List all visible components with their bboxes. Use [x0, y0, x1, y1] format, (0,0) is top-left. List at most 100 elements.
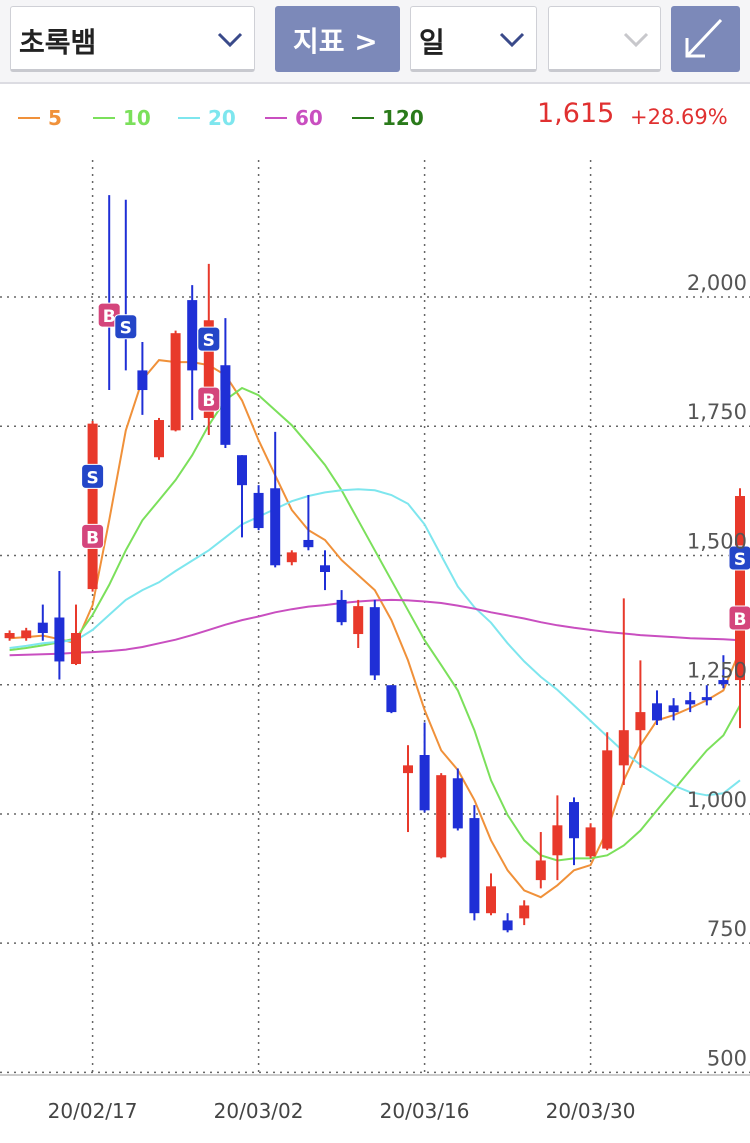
legend-label: 10: [123, 106, 151, 130]
signal-badge: [728, 545, 750, 571]
signal-label: S: [203, 331, 215, 351]
period-label: 일: [419, 26, 445, 59]
candle-body: [4, 633, 15, 639]
ma-line: [9, 359, 741, 899]
candle-body: [187, 300, 198, 371]
candle-body: [220, 365, 231, 445]
signal-marker: B: [728, 605, 750, 631]
candle-body: [71, 633, 81, 665]
candle-body: [635, 712, 646, 731]
candle-body: [436, 775, 447, 858]
ma-line: [9, 386, 741, 862]
chevron: [499, 32, 525, 48]
candle-body: [303, 539, 314, 548]
signal-marker: B: [197, 386, 221, 412]
candle-body: [652, 703, 662, 721]
ma-line: [9, 488, 741, 797]
empty-dropdown[interactable]: [548, 6, 661, 72]
signal-badge: [197, 386, 221, 412]
candle-body: [486, 886, 496, 914]
candle-body: [369, 607, 380, 676]
y-tick-label: 1,250: [687, 659, 747, 683]
candle-body: [137, 370, 148, 391]
y-tick-label: 1,750: [687, 400, 747, 424]
y-tick-label: 750: [707, 917, 747, 941]
candle-body: [502, 920, 513, 931]
signal-badge: [728, 605, 750, 631]
y-tick-label: 2,000: [687, 271, 747, 295]
x-tick-label: 20/03/16: [380, 1099, 470, 1123]
candle-body: [320, 565, 330, 573]
candle-body: [452, 778, 463, 829]
candle-body: [685, 700, 696, 705]
signal-label: B: [202, 391, 215, 411]
candle-body: [270, 488, 281, 566]
candle-body: [602, 750, 613, 849]
candle-body: [403, 765, 413, 774]
candle-body: [569, 802, 579, 839]
stock-name: 초록뱀: [19, 26, 97, 59]
signal-label: S: [86, 468, 98, 488]
candle-body: [519, 905, 530, 919]
candle-body: [353, 606, 364, 635]
signal-marker: S: [81, 463, 105, 489]
x-tick-label: 20/02/17: [48, 1099, 138, 1123]
candle-body: [386, 685, 397, 713]
candle-body: [37, 622, 48, 634]
chart: 1,615 +28.69% 5 10 20 60 120SBBSSBSB5007501,…: [0, 98, 750, 1123]
candle-body: [668, 705, 679, 713]
legend-label: 120: [382, 106, 424, 130]
candle-body: [253, 492, 264, 529]
candle-body: [237, 455, 247, 486]
legend-label: 60: [295, 106, 323, 130]
x-tick-label: 20/03/02: [214, 1099, 304, 1123]
toolbar: 초록뱀 지표 > 일: [0, 0, 750, 84]
x-tick-label: 20/03/30: [546, 1099, 636, 1123]
signal-label: S: [120, 319, 132, 339]
period-dropdown[interactable]: 일: [410, 6, 537, 72]
last-price: 1,615: [537, 98, 614, 129]
signal-label: B: [103, 307, 116, 327]
signal-marker: S: [197, 326, 221, 352]
candle-body: [54, 617, 65, 662]
legend-label: 5: [48, 106, 62, 130]
chevron: [623, 32, 649, 48]
candle-body: [585, 827, 596, 857]
candle-body: [419, 755, 430, 811]
signal-marker: B: [81, 523, 105, 549]
candle-body: [535, 860, 546, 881]
indicator-button[interactable]: 지표 >: [275, 6, 400, 72]
candle-body: [469, 818, 480, 914]
signal-marker: S: [114, 314, 138, 340]
candle-body: [154, 420, 164, 458]
signal-badge: [81, 523, 105, 549]
indicator-label: 지표 >: [293, 25, 378, 58]
candle-body: [203, 320, 214, 418]
arrow-icon: [685, 18, 723, 58]
candle-body: [552, 825, 563, 856]
candle-body: [170, 333, 181, 431]
signal-label: B: [86, 528, 99, 548]
candle-body: [286, 552, 297, 563]
signal-label: B: [734, 610, 747, 630]
candle-body: [701, 697, 712, 701]
candle-body: [735, 496, 745, 681]
candle-body: [21, 630, 32, 639]
y-tick-label: 1,000: [687, 788, 747, 812]
signal-badge: [81, 463, 105, 489]
candle-body: [718, 680, 729, 685]
legend-label: 20: [208, 106, 236, 130]
stock-dropdown[interactable]: 초록뱀: [10, 6, 255, 72]
signal-badge: [114, 314, 138, 340]
y-tick-label: 500: [707, 1046, 747, 1070]
candle-body: [618, 730, 629, 766]
candle-body: [87, 423, 98, 590]
signal-marker: S: [728, 545, 750, 571]
change-rate: +28.69%: [630, 105, 728, 129]
signal-badge: [197, 326, 221, 352]
expand-button[interactable]: [671, 6, 740, 72]
y-tick-label: 1,500: [687, 529, 747, 553]
chevron: [217, 32, 243, 48]
signal-label: S: [734, 550, 746, 570]
